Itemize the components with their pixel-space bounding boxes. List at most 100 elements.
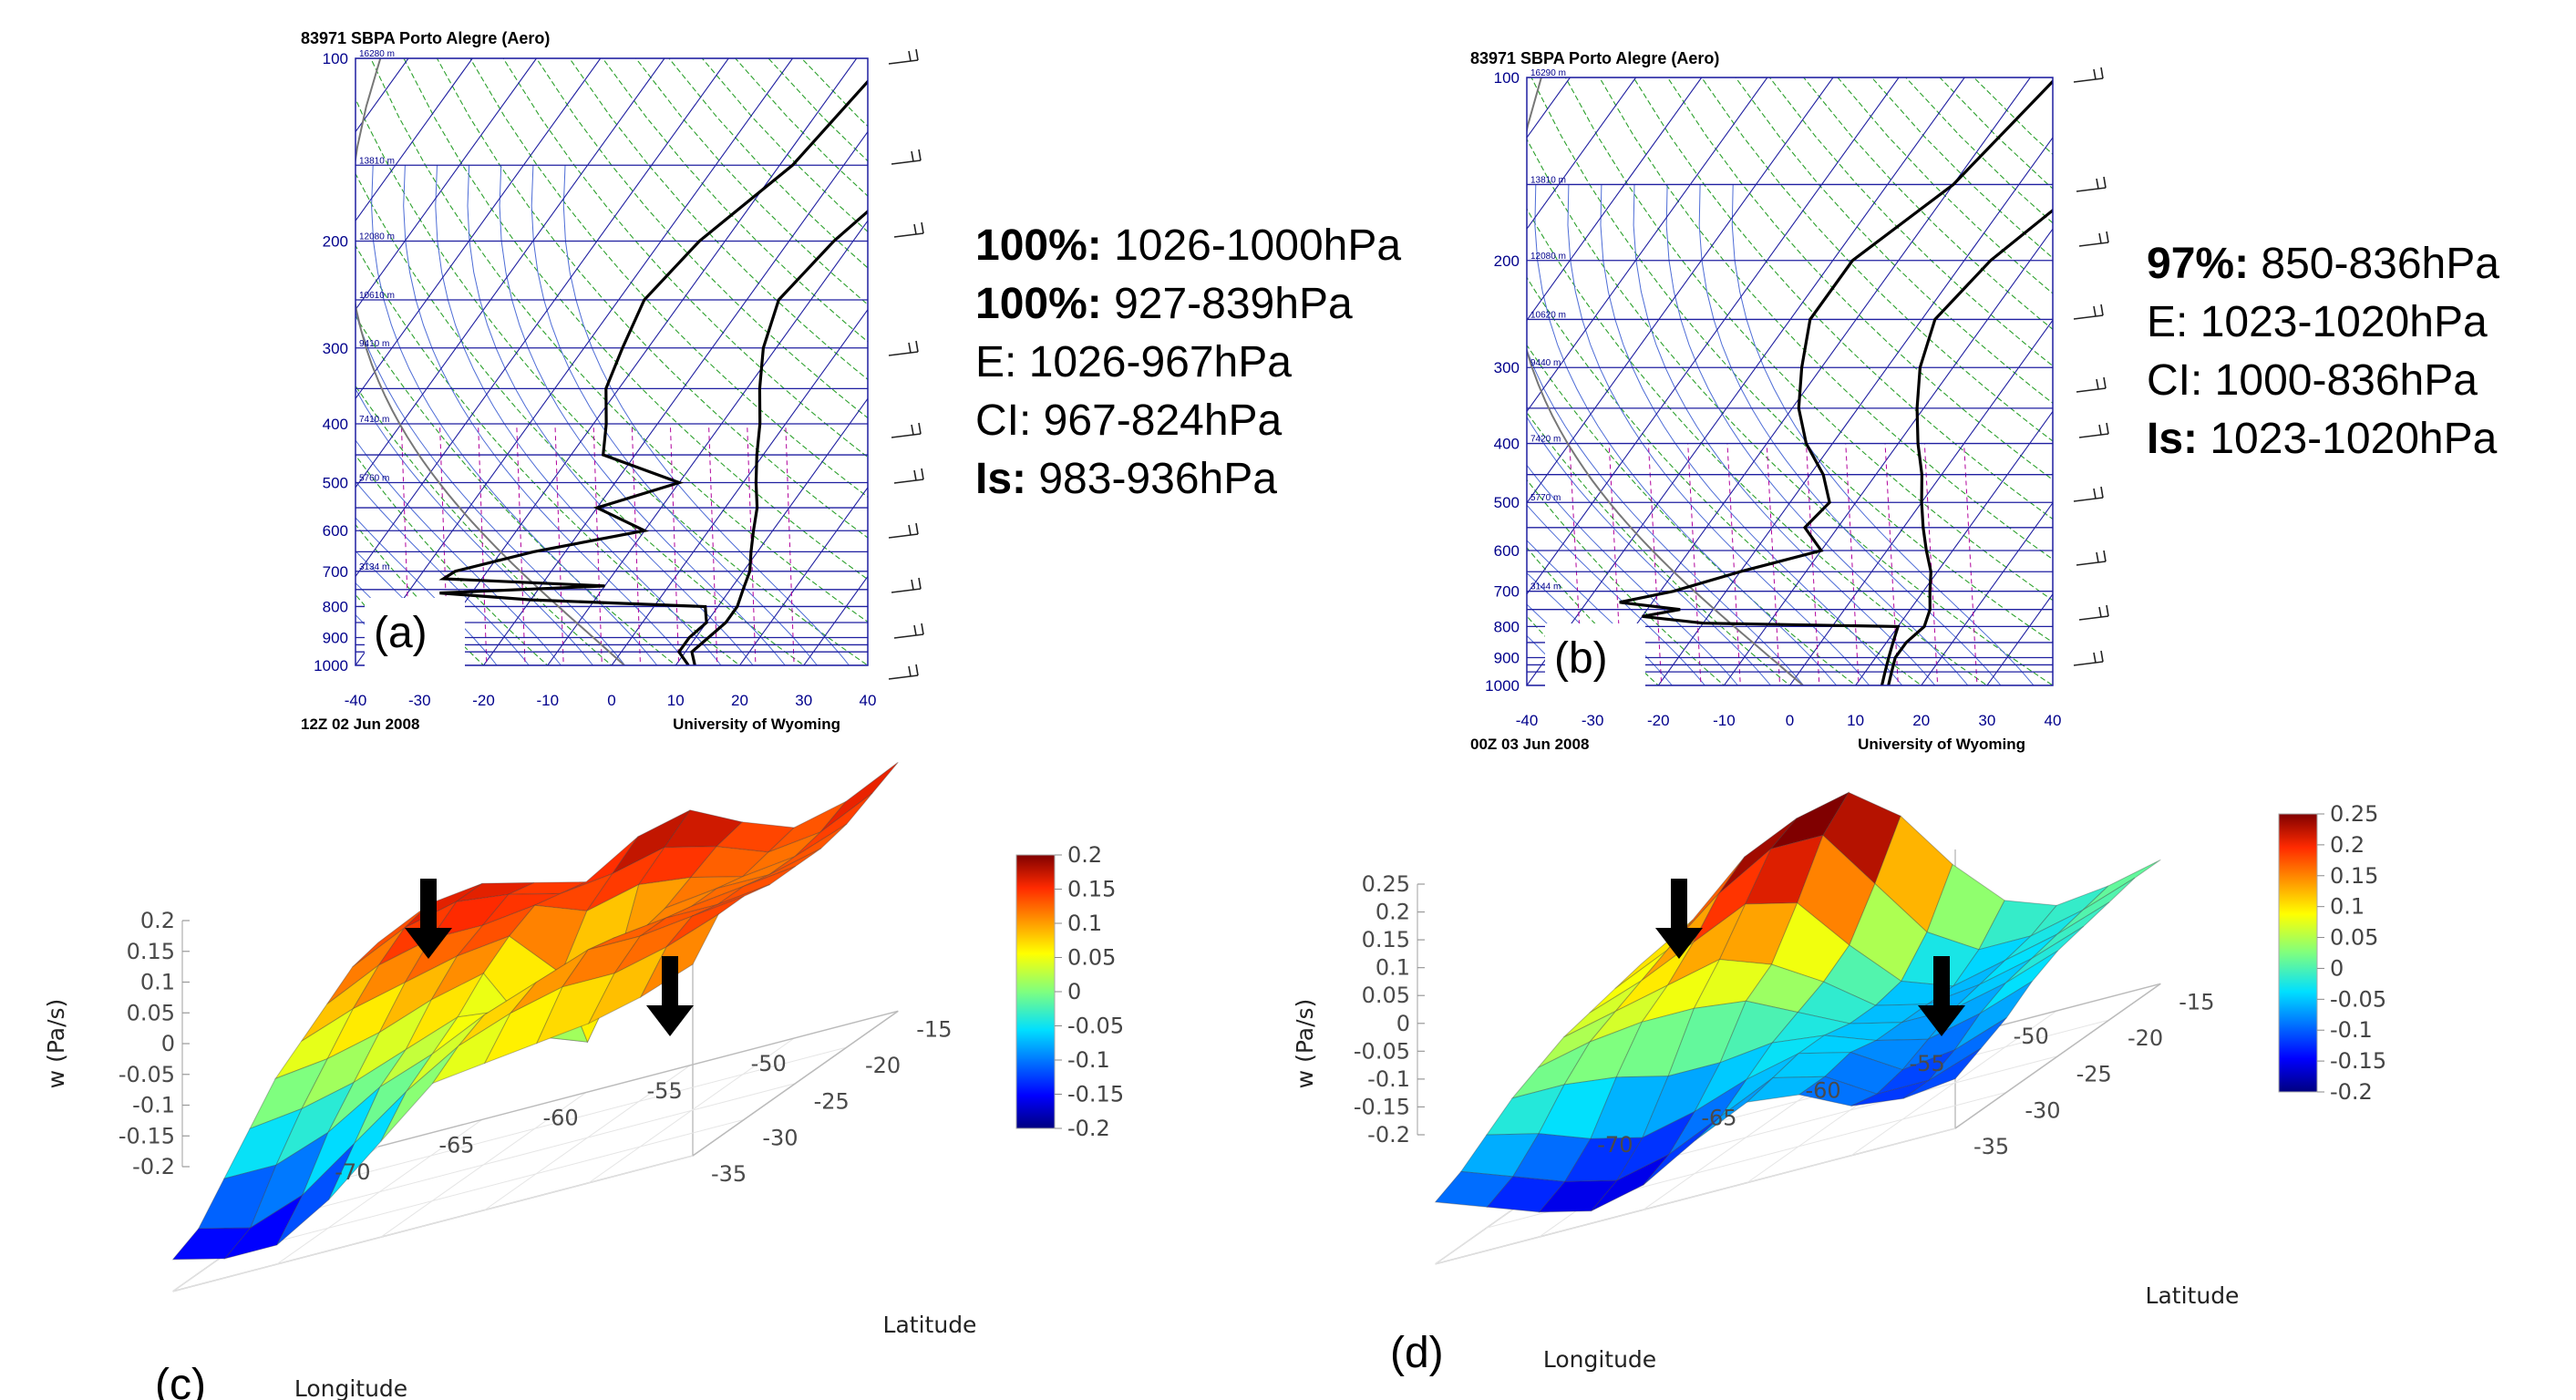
dry-adiabat bbox=[1527, 276, 1922, 685]
isotherm bbox=[1527, 77, 1637, 231]
x-tick: -60 bbox=[1805, 1078, 1840, 1104]
wind-barb-flag bbox=[2100, 67, 2104, 79]
x-axis: -70 -65 -60 -55 -50 Longitude bbox=[1543, 1024, 2049, 1373]
isotherm bbox=[1723, 228, 2053, 685]
annotation-line: Is: 983-936hPa bbox=[975, 455, 1277, 503]
height-label: 16280 m bbox=[359, 49, 395, 59]
temperature-tick: -40 bbox=[1516, 712, 1539, 729]
colorbar-gradient bbox=[1015, 854, 1056, 1129]
wind-barb-flag bbox=[913, 624, 917, 636]
z-tick: 0.15 bbox=[127, 939, 175, 964]
isotherm bbox=[1657, 137, 2053, 685]
dry-adiabat bbox=[1666, 77, 2053, 481]
temperature-profile bbox=[1887, 208, 2053, 685]
isotherm bbox=[1788, 319, 2053, 685]
wind-barb-flag bbox=[2096, 178, 2099, 190]
dry-adiabat bbox=[1157, 77, 1406, 698]
panel-letter: (a) bbox=[374, 609, 428, 657]
temperature-tick: -10 bbox=[536, 692, 559, 709]
isotherm bbox=[1057, 77, 1504, 698]
z-tick: 0.05 bbox=[127, 1000, 175, 1025]
dry-adiabat bbox=[1564, 77, 2053, 602]
pressure-tick: 300 bbox=[323, 340, 348, 357]
height-label: 3134 m bbox=[359, 562, 389, 572]
z-tick: -0.05 bbox=[118, 1062, 175, 1087]
height-label: 3144 m bbox=[1530, 582, 1561, 592]
wind-barb-flag bbox=[915, 664, 919, 676]
z-tick: 0.25 bbox=[1362, 871, 1410, 897]
colorbar: 0.2 0.15 0.1 0.05 0 -0.05 -0.1 -0.15 -0.2 bbox=[1015, 842, 1124, 1141]
dry-adiabat bbox=[1599, 77, 2053, 561]
dry-adiabat bbox=[355, 98, 868, 665]
skewt-footer-right: University of Wyoming bbox=[673, 715, 840, 733]
temperature-tick: 40 bbox=[860, 692, 877, 709]
annotation-label: 100%: bbox=[975, 221, 1102, 270]
colorbar-tick: -0.05 bbox=[1067, 1014, 1124, 1039]
pressure-tick: 200 bbox=[323, 232, 348, 250]
z-tick: 0.2 bbox=[1376, 900, 1410, 925]
temperature-tick: -30 bbox=[1582, 712, 1604, 729]
wind-barb-flag bbox=[915, 522, 919, 535]
z-axis: 0.25 0.20.15 0.10.05 0-0.05-0.1-0.15 -0.2 w (… bbox=[1292, 871, 1425, 1148]
wind-barb bbox=[2076, 387, 2107, 393]
skewt-panel-a: 83971 SBPA Porto Alegre (Aero) 12Z 02 Jun… bbox=[301, 29, 1401, 733]
wind-barb-flag bbox=[2103, 176, 2107, 189]
x-tick: -50 bbox=[751, 1051, 787, 1076]
wind-barb bbox=[888, 351, 919, 356]
annotation-line: 100%: 1026-1000hPa bbox=[975, 221, 1401, 270]
temperature-tick: -20 bbox=[472, 692, 495, 709]
annotation-label: 97%: bbox=[2147, 240, 2249, 288]
annotation-label: CI: bbox=[975, 396, 1031, 445]
annotation-value: 1000-836hPa bbox=[2202, 356, 2478, 405]
height-label: 9440 m bbox=[1530, 358, 1561, 368]
wind-barb bbox=[888, 674, 919, 680]
moist-adiabat bbox=[1600, 184, 1903, 685]
wind-barb-flag bbox=[2106, 604, 2109, 617]
pressure-tick: 900 bbox=[1494, 649, 1520, 666]
floor-grid bbox=[223, 1118, 745, 1256]
dry-adiabat bbox=[355, 664, 356, 665]
arrow-head bbox=[646, 1005, 694, 1036]
skewt-grid bbox=[1057, 77, 2053, 698]
mixing-ratio bbox=[1687, 443, 1702, 685]
y-tick: -20 bbox=[865, 1053, 901, 1078]
isotherm bbox=[1527, 77, 1768, 413]
mixing-ratio bbox=[785, 423, 795, 665]
z-tick: 0 bbox=[161, 1031, 175, 1056]
wind-barb bbox=[2078, 615, 2109, 621]
wind-barb-flag bbox=[911, 424, 914, 436]
annotation-label: Is: bbox=[975, 455, 1026, 503]
skewt-frame bbox=[1526, 77, 2054, 686]
mixing-ratio bbox=[631, 423, 641, 665]
temperature-tick: 40 bbox=[2045, 712, 2062, 729]
annotation-label: E: bbox=[975, 338, 1016, 386]
colorbar-tick: -0.1 bbox=[1067, 1047, 1110, 1073]
wind-barb-flag bbox=[921, 623, 924, 635]
isotherm bbox=[1527, 77, 1965, 685]
floor-grid bbox=[275, 1083, 796, 1220]
isotherm bbox=[1921, 501, 2053, 685]
dry-adiabat bbox=[436, 58, 868, 539]
panel-letter: (c) bbox=[155, 1361, 206, 1400]
colorbar-tick: 0.05 bbox=[1067, 945, 1116, 971]
isotherm bbox=[355, 58, 473, 222]
isotherm bbox=[1527, 77, 1703, 322]
colorbar-tick: 0.2 bbox=[1067, 842, 1102, 868]
annotation-label: E: bbox=[2147, 298, 2188, 346]
wind-barb-flag bbox=[2103, 376, 2107, 389]
z-tick: 0.2 bbox=[140, 908, 175, 933]
isotherm bbox=[675, 397, 868, 665]
surface-panel-d: 0.250.20.150.10.050-0.05-0.1-0.15-0.2w (… bbox=[1292, 791, 2386, 1377]
isotherm bbox=[355, 58, 409, 133]
x-axis-label: Longitude bbox=[294, 1375, 407, 1400]
mixing-ratio bbox=[1766, 443, 1781, 685]
colorbar-tick: 0.05 bbox=[2330, 925, 2378, 951]
y-axis-label: Latitude bbox=[883, 1312, 977, 1338]
wind-barb-flag bbox=[2106, 422, 2109, 435]
pressure-tick: 600 bbox=[323, 522, 348, 540]
temperature-tick: -30 bbox=[408, 692, 431, 709]
dry-adiabat bbox=[370, 58, 868, 623]
colorbar: 0.25 0.2 0.15 0.1 0.05 0 -0.05 -0.1 -0.15 -0.2 bbox=[2278, 801, 2386, 1105]
isotherm bbox=[355, 58, 665, 489]
height-label: 10620 m bbox=[1530, 310, 1566, 320]
